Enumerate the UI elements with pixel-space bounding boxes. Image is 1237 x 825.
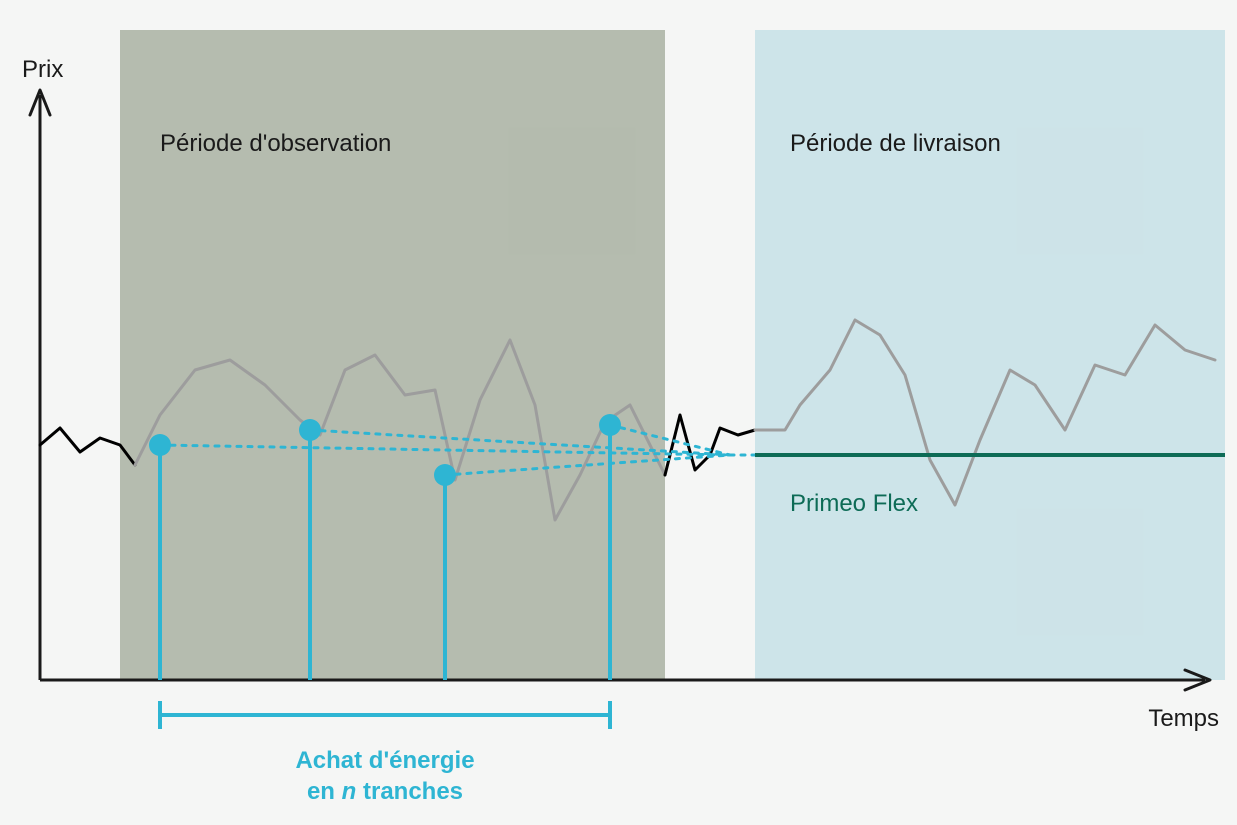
y-axis-label: Prix <box>22 56 63 84</box>
x-axis-label: Temps <box>1148 705 1219 733</box>
chart-svg <box>0 0 1237 825</box>
price-chart: Prix Temps Période d'observation Période… <box>0 0 1237 825</box>
delivery-zone-label: Période de livraison <box>790 130 1001 158</box>
tranches-label-line1: Achat d'énergie <box>295 747 474 774</box>
tranches-label-line2-n: n <box>342 778 357 805</box>
tranches-label: Achat d'énergie en n tranches <box>170 745 600 807</box>
tranches-label-line2-pre: en <box>307 778 342 805</box>
primeo-flex-label: Primeo Flex <box>790 490 918 518</box>
observation-zone-label: Période d'observation <box>160 130 391 158</box>
tranches-label-line2-post: tranches <box>356 778 463 805</box>
